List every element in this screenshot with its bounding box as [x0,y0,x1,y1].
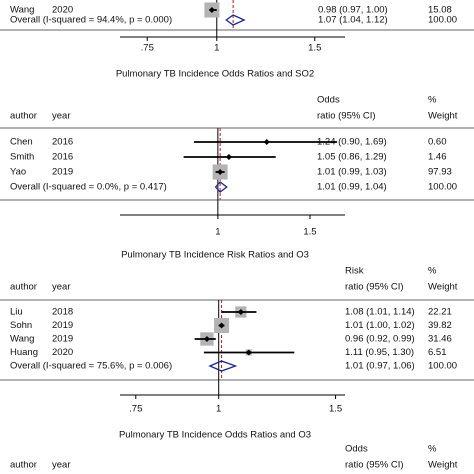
header: % [428,95,437,106]
estimate-point [217,169,224,175]
year: 2018 [52,307,73,318]
year: 2019 [52,167,73,178]
estimate-point [245,349,252,356]
estimate-label: 0.96 (0.92, 0.99) [345,334,415,345]
header: Weight [428,282,458,293]
weight-label: 1.46 [428,152,447,163]
overall-diamond [208,360,238,372]
weight-label: 6.51 [428,347,447,358]
panel-title: Pulmonary TB Incidence Risk Ratios and O… [121,250,309,261]
estimate-label: 1.08 (1.01, 1.14) [345,307,415,318]
author: Smith [10,152,34,163]
overall-diamond [225,14,246,26]
year: 2020 [52,5,73,16]
header: % [428,444,437,455]
header: Weight [428,111,458,122]
year: 2019 [52,334,73,345]
author: Sohn [10,320,32,331]
estimate-point [237,309,244,315]
estimate-point [203,336,210,342]
estimate-point [263,139,270,145]
header: Weight [428,460,458,471]
year: 2020 [52,347,73,358]
author: Liu [10,307,23,318]
author: Huang [10,347,38,358]
overall-weight: 100.00 [428,15,457,26]
overall-weight: 100.00 [428,361,457,372]
header: ratio (95% CI) [345,282,404,293]
overall-diamond [214,181,228,193]
estimate-label: 1.01 (0.99, 1.03) [317,167,387,178]
year: 2016 [52,152,73,163]
estimate-point [225,154,232,160]
header: Odds [345,444,368,455]
author: Yao [10,167,26,178]
estimate-label: 1.24 (0.90, 1.69) [317,137,387,148]
header: author [10,111,37,122]
weight-label: 39.82 [428,320,452,331]
estimate-label: 1.11 (0.95, 1.30) [345,347,414,358]
header: % [428,266,437,277]
x-tick-label: 1.5 [308,43,321,54]
weight-label: 0.60 [428,137,447,148]
x-tick-label: .75 [129,404,142,415]
overall-estimate: 1.01 (0.97, 1.06) [345,361,415,372]
x-tick-label: 1 [216,404,221,415]
x-tick-label: 1 [214,43,219,54]
estimate-point [208,7,215,13]
header: ratio (95% CI) [317,111,376,122]
overall-label: Overall (I-squared = 0.0%, p = 0.417) [10,182,167,193]
header: Risk [345,266,364,277]
estimate-label: 1.05 (0.86, 1.29) [317,152,387,163]
overall-estimate: 1.01 (0.99, 1.04) [317,182,387,193]
estimate-point [218,322,225,329]
header: author [10,460,37,471]
year: 2019 [52,320,73,331]
author: Wang [10,334,34,345]
x-tick-label: 1.5 [329,404,342,415]
header: Odds [317,95,340,106]
overall-weight: 100.00 [428,182,457,193]
weight-label: 15.08 [428,5,452,16]
panel-title: Pulmonary TB Incidence Odds Ratios and O… [119,430,311,441]
header: year [52,111,70,122]
panel-title: Pulmonary TB Incidence Odds Ratios and S… [116,69,314,80]
overall-estimate: 1.07 (1.04, 1.12) [318,15,388,26]
author: Wang [10,5,34,16]
x-tick-label: .75 [141,43,154,54]
weight-label: 31.46 [428,334,452,345]
x-tick-label: 1.5 [303,227,316,238]
weight-label: 22.21 [428,307,452,318]
overall-label: Overall (I-squared = 75.6%, p = 0.006) [10,361,172,372]
estimate-label: 1.01 (1.00, 1.02) [345,320,415,331]
header: author [10,282,37,293]
author: Chen [10,137,33,148]
overall-label: Overall (I-squared = 94.4%, p = 0.000) [10,15,172,26]
year: 2016 [52,137,73,148]
header: year [52,282,70,293]
header: year [52,460,70,471]
header: ratio (95% CI) [345,460,404,471]
x-tick-label: 1 [215,227,220,238]
weight-label: 97.93 [428,167,452,178]
estimate-label: 0.98 (0.97, 1.00) [318,5,388,16]
